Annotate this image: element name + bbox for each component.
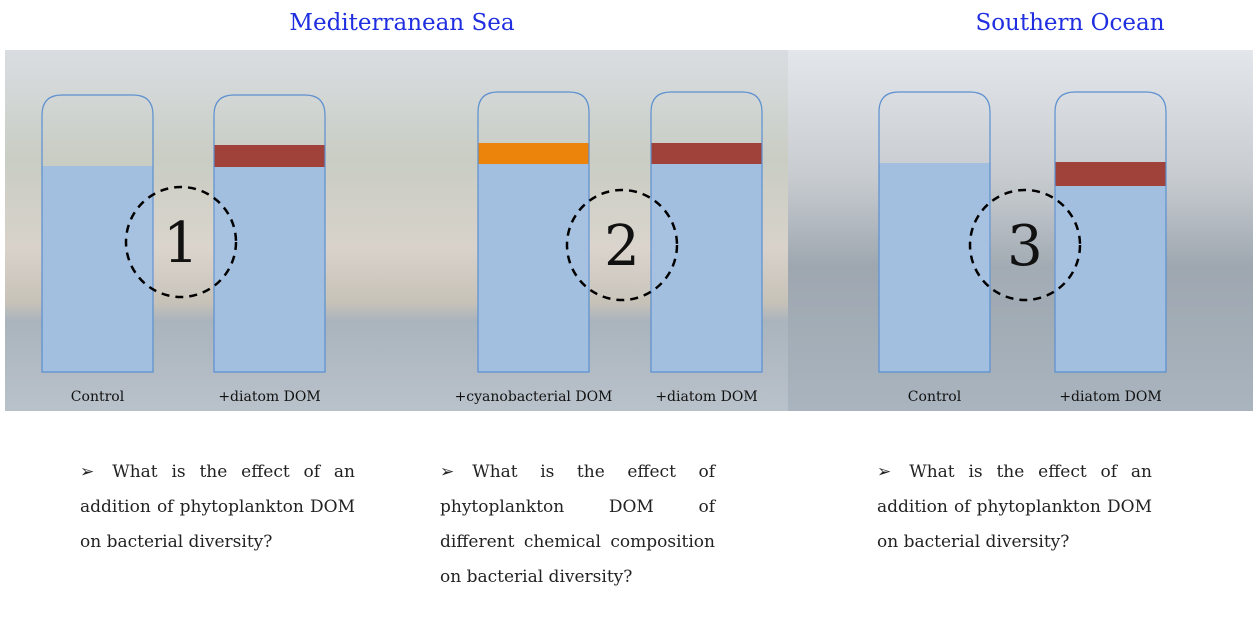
experiment-number: 2 xyxy=(604,214,640,279)
dom-layer xyxy=(651,143,762,164)
bullet-arrow: ➢ xyxy=(80,462,94,482)
question: ➢What is the effect of an addition of ph… xyxy=(80,455,355,560)
bottle-label: +cyanobacterial DOM xyxy=(455,389,613,405)
bottle-water xyxy=(214,167,325,372)
question: ➢What is the effect of an addition of ph… xyxy=(877,455,1152,560)
bottle-label: +diatom DOM xyxy=(655,389,757,405)
region-title: Southern Ocean xyxy=(975,10,1164,36)
bullet-arrow: ➢ xyxy=(440,462,454,482)
bullet-arrow: ➢ xyxy=(877,462,891,482)
bottle-label: Control xyxy=(71,389,125,405)
question-text: What is the effect of an addition of phy… xyxy=(877,462,1152,552)
question-text: What is the effect of an addition of phy… xyxy=(80,462,355,552)
dom-layer xyxy=(1055,162,1166,186)
region-title: Mediterranean Sea xyxy=(289,10,514,36)
bottle-label: +diatom DOM xyxy=(1059,389,1161,405)
dom-layer xyxy=(478,143,589,164)
question: ➢What is the effect of phytoplankton DOM… xyxy=(440,455,715,595)
dom-layer xyxy=(214,145,325,167)
diagram: Mediterranean Sea Southern Ocean Control… xyxy=(0,0,1253,420)
bottle-label: +diatom DOM xyxy=(218,389,320,405)
bottle-water xyxy=(879,163,990,372)
experiment-number: 3 xyxy=(1007,214,1043,279)
bottle-label: Control xyxy=(908,389,962,405)
page: Mediterranean Sea Southern Ocean Control… xyxy=(0,0,1253,639)
experiment-number: 1 xyxy=(163,211,199,276)
question-text: What is the effect of phytoplankton DOM … xyxy=(440,462,715,587)
